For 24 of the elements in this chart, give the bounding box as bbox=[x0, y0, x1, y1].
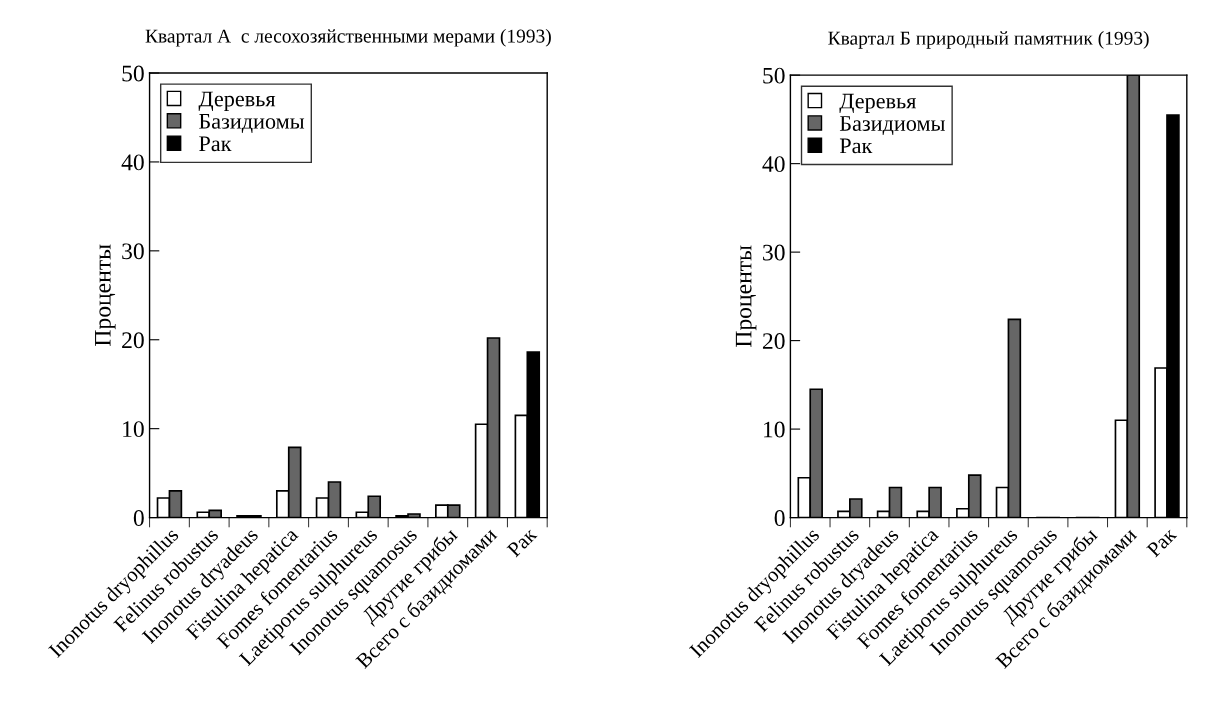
x-tick-label: Рак bbox=[1146, 526, 1178, 558]
legend-label: Деревья bbox=[198, 91, 276, 111]
x-tick-label: Рак bbox=[506, 526, 538, 558]
y-tick-label: 10 bbox=[764, 421, 785, 438]
y-tick-label: 0 bbox=[133, 510, 144, 526]
y-axis-title: Проценты bbox=[735, 245, 757, 347]
legend-label: Базидиомы bbox=[199, 114, 305, 133]
y-tick-label: 50 bbox=[122, 65, 144, 82]
y-tick-label: 50 bbox=[763, 67, 785, 84]
y-tick-label: 40 bbox=[121, 154, 144, 171]
y-tick-label: 0 bbox=[774, 510, 785, 526]
y-tick-label: 40 bbox=[762, 156, 785, 173]
legend-label: Рак bbox=[199, 136, 232, 152]
y-tick-label: 20 bbox=[762, 333, 785, 350]
y-tick-label: 30 bbox=[122, 243, 144, 260]
y-tick-label: 20 bbox=[122, 332, 144, 349]
chart-title: Квартал Б природный памятник (1993) bbox=[828, 31, 1149, 49]
y-tick-label: 10 bbox=[123, 421, 144, 438]
legend-label: Базидиомы bbox=[839, 116, 945, 136]
y-axis-title: Проценты bbox=[95, 244, 116, 346]
chart-title: Квартал А с лесохозяйственными мерами (1993) bbox=[145, 28, 551, 47]
legend-label: Деревья bbox=[839, 93, 917, 114]
legend-label: Рак bbox=[839, 138, 873, 154]
y-tick-label: 30 bbox=[763, 244, 785, 261]
